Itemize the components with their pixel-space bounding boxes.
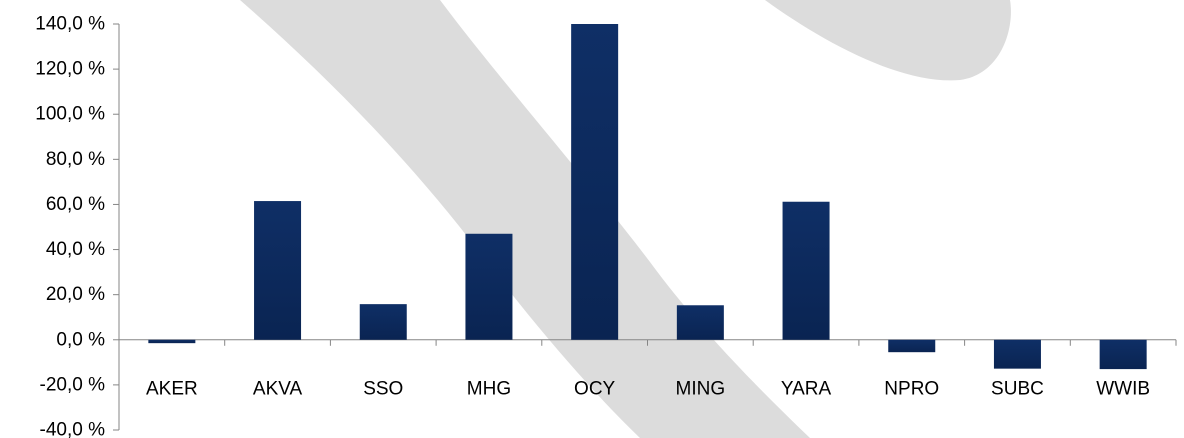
x-category-label: WWIB: [1096, 379, 1150, 400]
y-tick-label: 80,0 %: [46, 149, 105, 170]
bar-aker: [148, 339, 196, 344]
x-category-label: NPRO: [884, 379, 939, 400]
bar-npro: [888, 339, 936, 353]
watermark-hook: [700, 0, 1011, 81]
watermark-logo: [240, 0, 1011, 438]
y-tick-label: 100,0 %: [35, 104, 105, 125]
bar-ocy: [571, 24, 619, 340]
y-tick-label: 60,0 %: [46, 194, 105, 215]
y-tick-label: 20,0 %: [46, 284, 105, 305]
bar-subc: [993, 339, 1041, 369]
y-tick-label: -40,0 %: [40, 420, 106, 438]
x-category-label: YARA: [781, 379, 832, 400]
x-category-label: MING: [676, 379, 726, 400]
bar-mhg: [465, 233, 513, 340]
y-tick-label: -20,0 %: [40, 374, 106, 395]
y-tick-label: 120,0 %: [35, 59, 105, 80]
bar-sso: [359, 304, 407, 340]
watermark-swirl: [240, 0, 810, 438]
x-category-label: SSO: [363, 379, 403, 400]
x-category-label: SUBC: [991, 379, 1044, 400]
labels: 140,0 % 120,0 % 100,0 % 80,0 % 60,0 % 40,0 % 2…: [35, 14, 1150, 438]
x-category-label: AKVA: [253, 379, 303, 400]
y-tick-label: 140,0 %: [35, 14, 105, 35]
bar-wwib: [1099, 339, 1147, 370]
y-tick-label: 40,0 %: [46, 239, 105, 260]
bar-yara: [782, 201, 830, 340]
bars: [148, 24, 1147, 370]
x-category-label: MHG: [467, 379, 511, 400]
y-tick-label: 0,0 %: [56, 329, 105, 350]
bar-ming: [676, 305, 724, 340]
x-category-label: OCY: [574, 379, 616, 400]
bar-akva: [254, 201, 302, 340]
x-category-label: AKER: [146, 379, 198, 400]
